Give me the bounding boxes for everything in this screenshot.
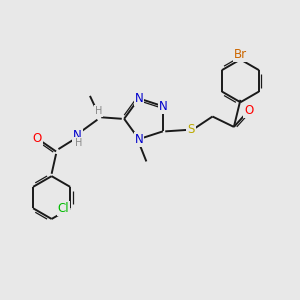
- Text: H: H: [94, 106, 102, 116]
- Text: Br: Br: [234, 48, 247, 61]
- Text: O: O: [244, 104, 254, 117]
- Text: O: O: [33, 132, 42, 145]
- Text: N: N: [73, 129, 82, 142]
- Text: H: H: [75, 138, 83, 148]
- Text: S: S: [188, 123, 195, 136]
- Text: N: N: [158, 100, 167, 113]
- Text: N: N: [135, 92, 143, 105]
- Text: N: N: [135, 133, 143, 146]
- Text: Cl: Cl: [58, 202, 69, 215]
